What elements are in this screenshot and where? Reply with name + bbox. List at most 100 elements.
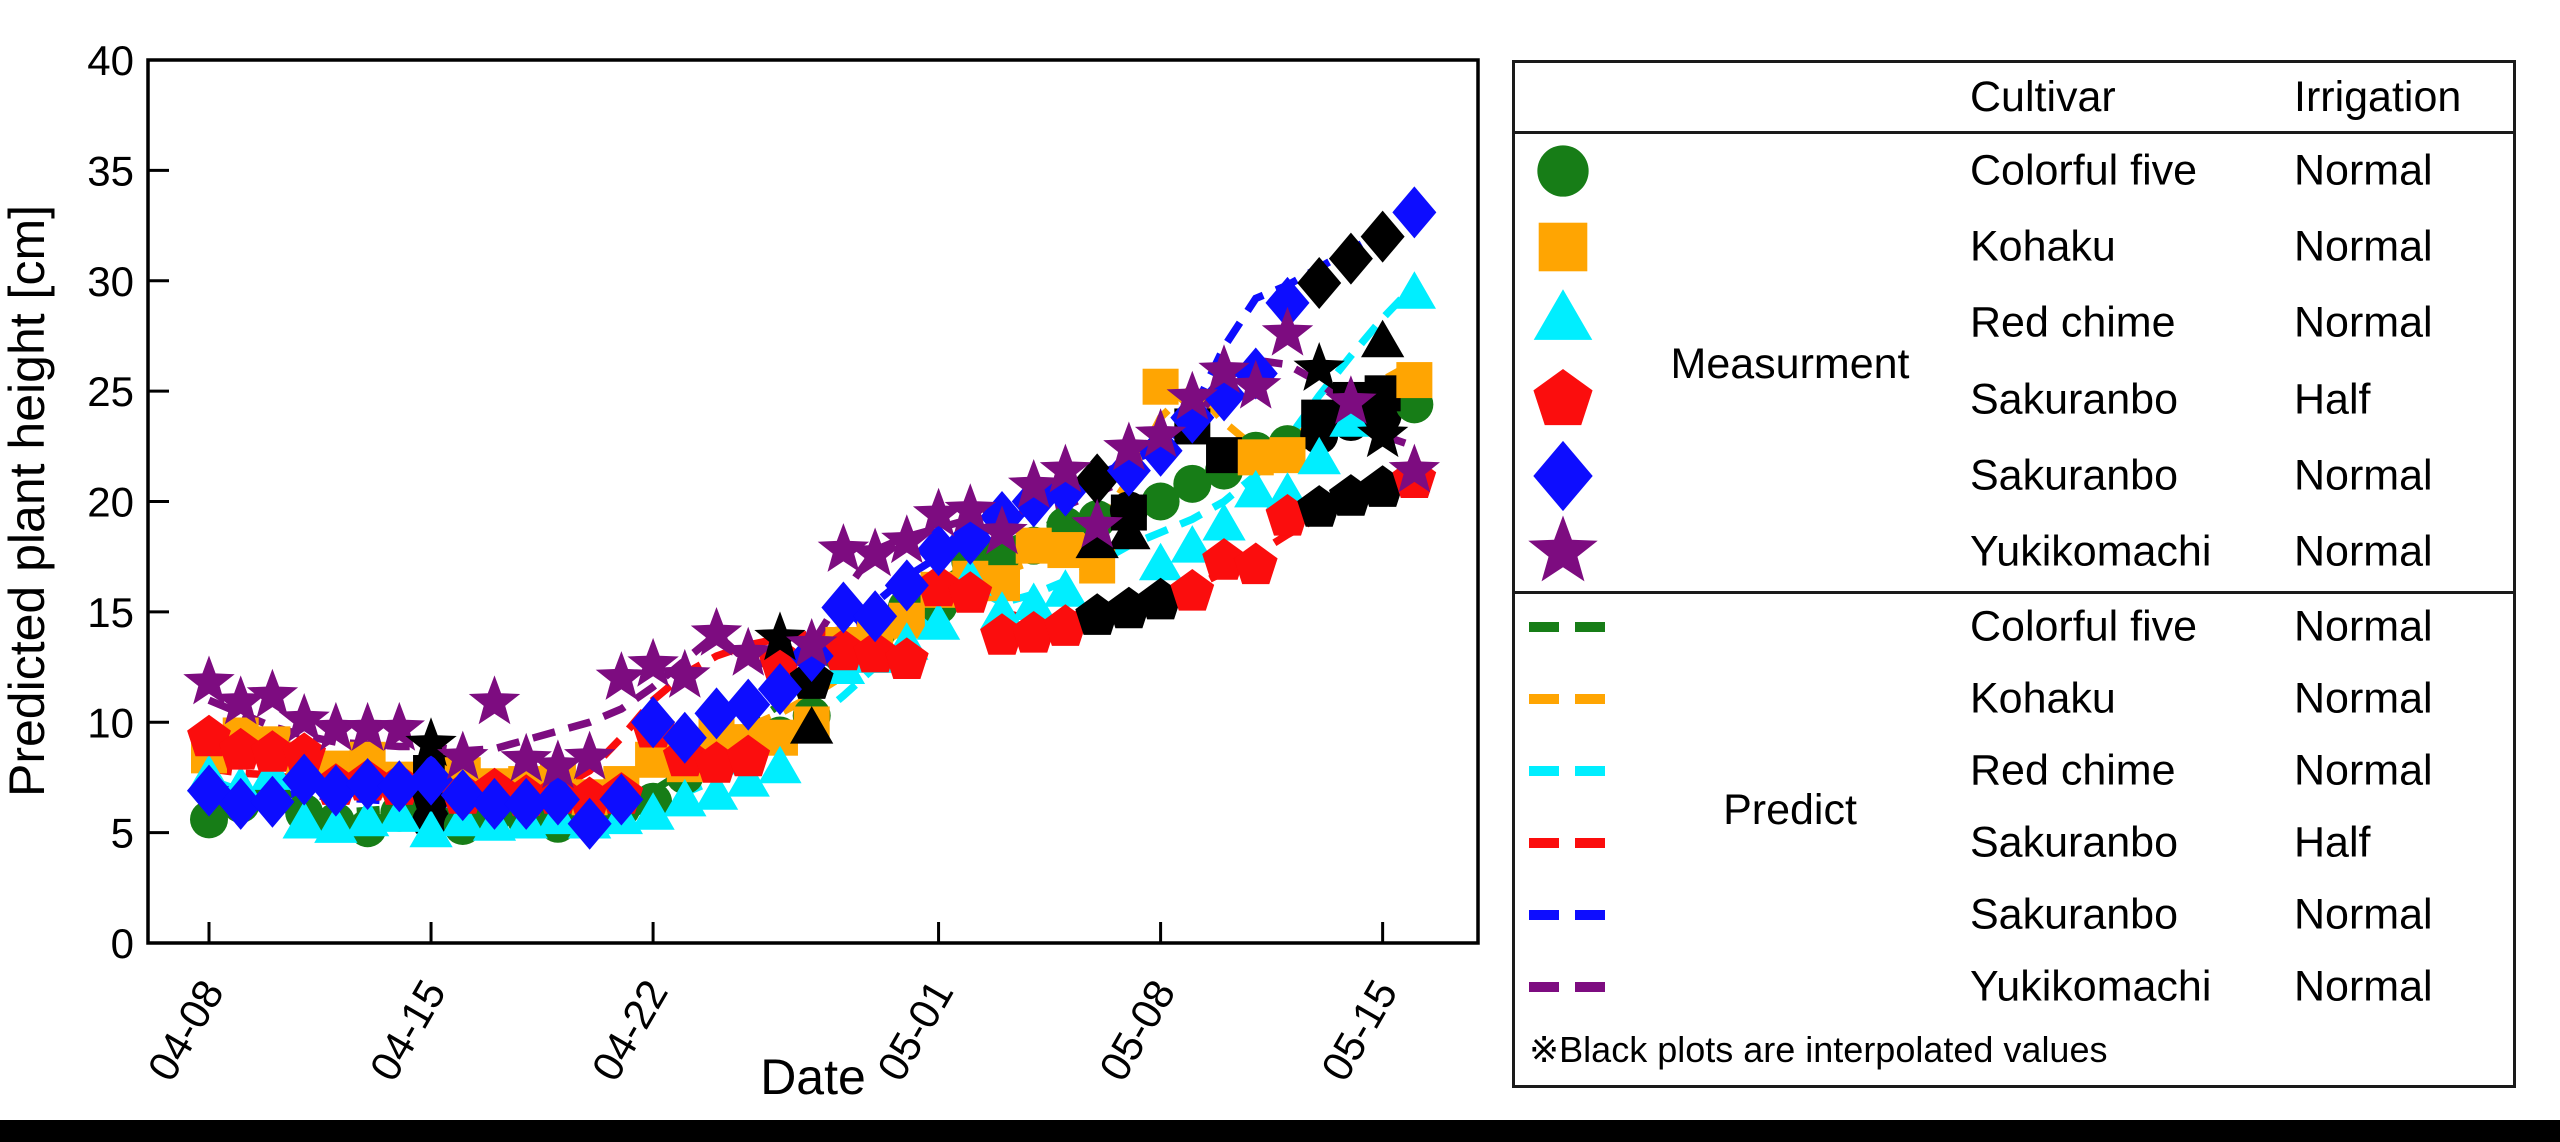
star-marker-interpolated — [754, 611, 806, 661]
square-marker — [1237, 439, 1274, 476]
star-marker — [1166, 370, 1218, 420]
triangle-marker-icon — [1533, 289, 1593, 340]
pentagon-marker — [980, 613, 1024, 655]
y-tick-label: 35 — [87, 147, 134, 194]
legend-row-predict-3: Sakuranbo Half — [1515, 805, 2513, 881]
irrigation-value: Normal — [2294, 222, 2433, 271]
triangle-marker — [409, 809, 453, 848]
pentagon-marker — [1233, 542, 1278, 585]
circle-marker — [1141, 482, 1180, 521]
diamond-marker — [631, 696, 676, 749]
star-marker — [310, 701, 362, 751]
diamond-marker — [282, 753, 327, 806]
pentagon-marker — [853, 630, 897, 673]
square-marker — [1269, 437, 1306, 474]
diamond-marker — [504, 777, 549, 830]
triangle-marker — [1138, 542, 1183, 581]
cultivar-value: Yukikomachi — [1970, 527, 2212, 576]
legend-header-irrigation: Irrigation — [2294, 73, 2462, 121]
star-marker-icon — [1528, 515, 1598, 582]
measurement-series-4 — [187, 186, 1437, 850]
cultivar-value: Colorful five — [1970, 146, 2198, 195]
legend-row-measurement-5: Yukikomachi Normal — [1515, 514, 2513, 590]
star-marker — [786, 618, 838, 667]
triangle-marker — [1012, 582, 1056, 620]
legend-row-measurement-1: Kohaku Normal — [1515, 209, 2513, 285]
cultivar-value: Kohaku — [1970, 222, 2116, 271]
diamond-marker-icon — [1533, 440, 1593, 512]
legend-row-predict-0: Colorful five Normal — [1515, 589, 2513, 665]
star-marker-interpolated — [1293, 342, 1345, 391]
triangle-marker-interpolated — [1107, 511, 1151, 550]
star-marker — [1230, 359, 1282, 409]
irrigation-value: Half — [2294, 818, 2371, 867]
diamond-marker — [313, 764, 358, 817]
square-marker-interpolated — [1301, 399, 1338, 436]
star-marker — [595, 651, 647, 700]
star-marker — [532, 739, 584, 789]
star-marker — [1039, 443, 1092, 493]
triangle-marker — [1170, 525, 1214, 563]
cultivar-value: Kohaku — [1970, 674, 2116, 723]
plot-border — [146, 58, 1480, 945]
irrigation-value: Normal — [2294, 962, 2433, 1011]
legend-row-predict-1: Kohaku Normal — [1515, 661, 2513, 737]
legend-header-cultivar: Cultivar — [1970, 73, 2116, 121]
star-marker — [1198, 344, 1250, 394]
x-tick-label: 04-08 — [138, 972, 232, 1089]
diamond-marker-icon — [1533, 440, 1593, 512]
irrigation-value: Normal — [2294, 298, 2433, 347]
circle-marker-icon — [1537, 145, 1589, 197]
star-marker — [1325, 375, 1377, 424]
star-marker — [849, 527, 901, 577]
diamond-marker — [1265, 276, 1310, 329]
square-marker — [1396, 362, 1433, 399]
diamond-marker — [440, 769, 485, 822]
cultivar-value: Colorful five — [1970, 602, 2198, 651]
legend-row-measurement-2: Red chime Normal — [1515, 285, 2513, 361]
y-axis-label: Predicted plant height [cm] — [0, 205, 55, 797]
triangle-marker — [282, 801, 326, 839]
legend-section-divider — [1515, 591, 2513, 594]
star-marker-interpolated — [1357, 408, 1409, 458]
measurement-series-5 — [183, 306, 1440, 789]
circle-marker-icon — [1537, 145, 1589, 197]
irrigation-value: Normal — [2294, 146, 2433, 195]
star-marker — [1071, 498, 1123, 548]
pentagon-marker — [567, 776, 612, 819]
x-tick-label: 04-15 — [360, 972, 454, 1089]
legend-row-predict-5: Yukikomachi Normal — [1515, 949, 2513, 1025]
star-marker — [437, 730, 489, 780]
star-marker — [944, 483, 996, 533]
legend-row-measurement-4: Sakuranbo Normal — [1515, 438, 2513, 514]
diamond-marker — [377, 760, 422, 813]
diamond-marker-interpolated — [1297, 256, 1342, 309]
star-marker — [690, 607, 743, 656]
dash-sample-icon — [1529, 766, 1619, 776]
dash-sample-icon — [1529, 694, 1619, 704]
triangle-marker — [694, 772, 739, 810]
irrigation-value: Normal — [2294, 674, 2433, 723]
pentagon-marker — [282, 732, 326, 774]
triangle-marker — [314, 805, 358, 843]
star-marker — [1008, 459, 1060, 508]
star-marker — [373, 701, 425, 751]
diamond-marker — [757, 663, 802, 716]
legend-header-divider — [1515, 131, 2513, 134]
measurement-series-1 — [191, 362, 1433, 816]
pentagon-marker — [1202, 538, 1246, 580]
star-marker — [912, 487, 965, 537]
plant-height-chart: 0 5 10 15 20 25 30 35 40 04-08 04-15 04-22 05-01 05-0… — [0, 37, 1480, 1105]
legend-row-predict-2: Red chime Normal — [1515, 733, 2513, 809]
pentagon-marker — [916, 564, 961, 607]
pentagon-marker — [218, 727, 263, 770]
legend-group-measurement-label: Measurment — [1670, 340, 1910, 388]
legend-row-predict-4: Sakuranbo Normal — [1515, 877, 2513, 953]
triangle-marker — [1265, 472, 1310, 510]
star-marker — [976, 505, 1028, 555]
cultivar-value: Red chime — [1970, 298, 2176, 347]
diamond-marker — [567, 797, 612, 850]
y-tick-label: 5 — [111, 810, 134, 857]
pentagon-marker — [1043, 604, 1088, 646]
diamond-marker — [218, 777, 263, 830]
